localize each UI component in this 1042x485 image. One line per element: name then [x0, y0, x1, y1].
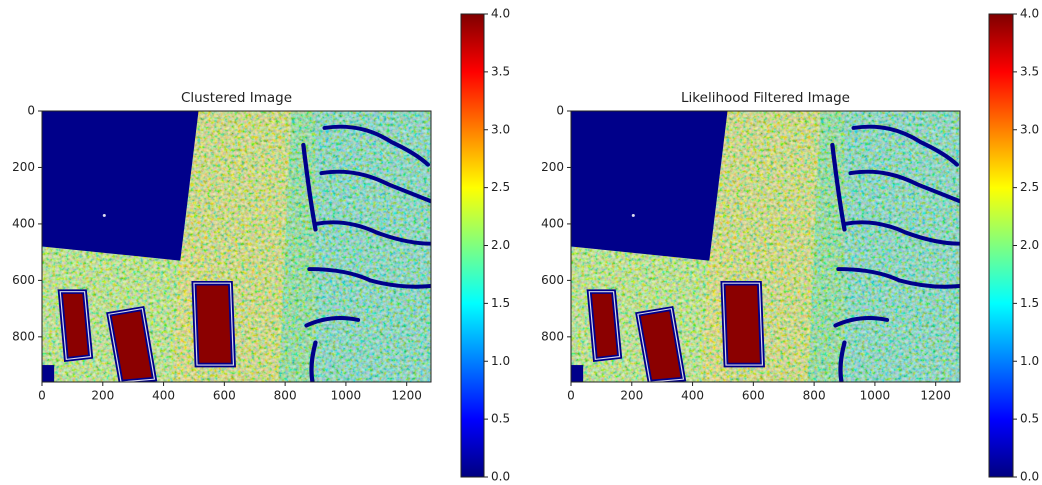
colorbar-tick-label: 2.0: [491, 238, 510, 252]
y-tick-label: 600: [12, 273, 35, 287]
y-tick-label: 200: [541, 160, 564, 174]
x-tick-label: 400: [152, 389, 175, 403]
panel: Likelihood Filtered Image 0 200 400 600 800 10…: [541, 7, 1039, 484]
y-tick-label: 800: [12, 329, 35, 343]
colorbar-tick-label: 0.5: [1020, 412, 1039, 426]
title: Clustered Image: [181, 90, 292, 106]
axes-frame: [570, 110, 961, 383]
x-tick-label: 200: [620, 389, 643, 403]
x-tick-label: 1000: [331, 389, 362, 403]
x-tick-label: 800: [803, 389, 826, 403]
x-tick-label: 0: [38, 389, 46, 403]
colorbar-tick-label: 4.0: [491, 7, 510, 21]
colorbar: [460, 13, 485, 478]
colorbar-tick-label: 3.0: [491, 122, 510, 136]
colorbar-tick-label: 1.0: [491, 354, 510, 368]
x-tick-label: 600: [742, 389, 765, 403]
axes-frame: [41, 110, 432, 383]
y-tick-label: 0: [556, 104, 564, 118]
colorbar-tick-label: 3.0: [1020, 122, 1039, 136]
y-tick-label: 600: [541, 273, 564, 287]
colorbar-tick-label: 1.5: [491, 296, 510, 310]
panel: Clustered Image 0 200 400 600 800 1000 1200 0 200…: [12, 7, 510, 484]
y-tick-label: 0: [27, 104, 35, 118]
colorbar-tick-label: 0.0: [491, 470, 510, 482]
y-tick-label: 800: [541, 329, 564, 343]
x-tick-label: 400: [681, 389, 704, 403]
colorbar-tick-label: 2.0: [1020, 238, 1039, 252]
x-tick-label: 1000: [860, 389, 891, 403]
colorbar-tick-label: 4.0: [1020, 7, 1039, 21]
colorbar-tick-label: 2.5: [1020, 180, 1039, 194]
y-tick-label: 200: [12, 160, 35, 174]
colorbar-tick-label: 1.5: [1020, 296, 1039, 310]
x-tick-label: 800: [274, 389, 297, 403]
colorbar-tick-label: 0.0: [1020, 470, 1039, 482]
colorbar: [988, 13, 1014, 478]
colorbar-tick-label: 1.0: [1020, 354, 1039, 368]
x-tick-label: 1200: [920, 389, 951, 403]
colorbar-tick-label: 2.5: [491, 180, 510, 194]
x-tick-label: 1200: [391, 389, 422, 403]
colorbar-tick-label: 3.5: [1020, 64, 1039, 78]
x-tick-label: 600: [213, 389, 236, 403]
colorbar-tick-label: 0.5: [491, 412, 510, 426]
colorbar-tick-label: 3.5: [491, 64, 510, 78]
x-tick-label: 0: [567, 389, 575, 403]
title: Likelihood Filtered Image: [681, 90, 850, 106]
y-tick-label: 400: [12, 216, 35, 230]
image: [571, 111, 960, 382]
x-tick-label: 200: [91, 389, 114, 403]
y-tick-label: 400: [541, 216, 564, 230]
image: [42, 111, 431, 382]
